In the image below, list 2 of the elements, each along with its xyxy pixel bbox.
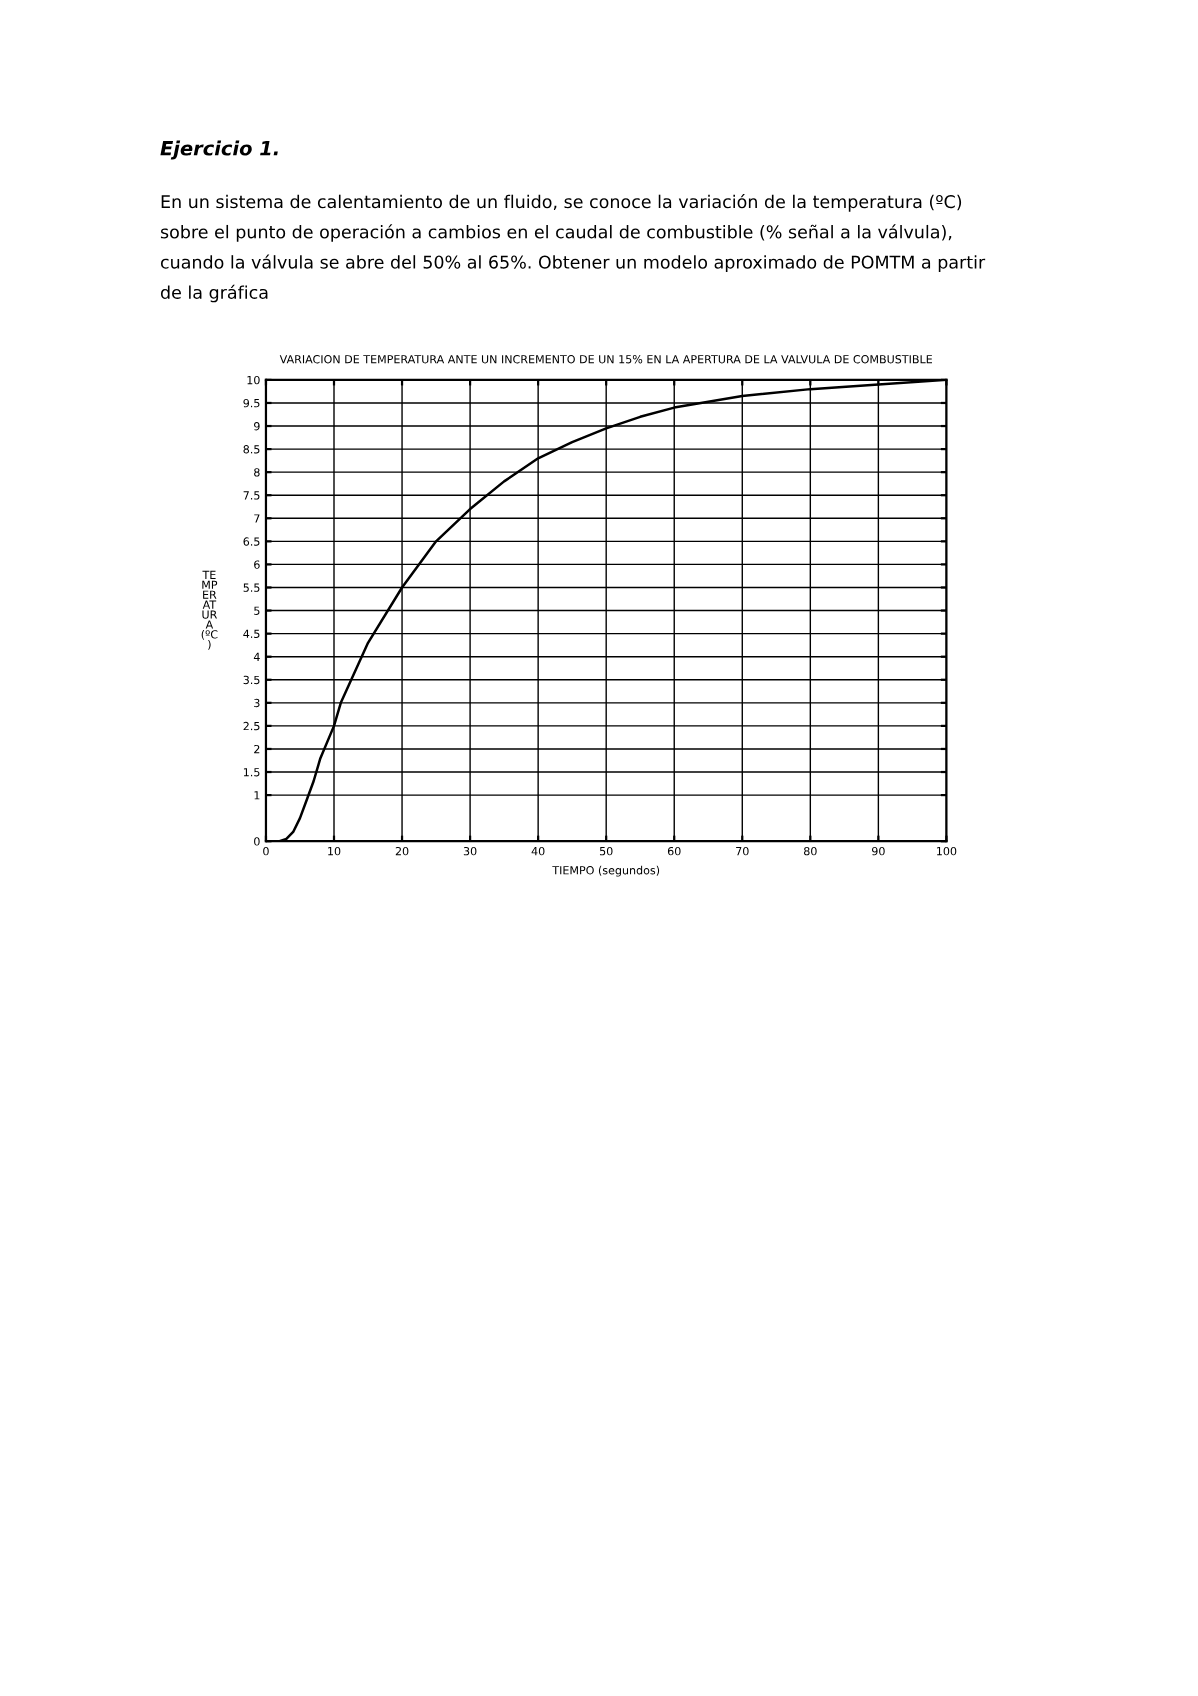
text: En un sistema de calentamiento de un fluido, se conoce la variación de la temperatura (ºC) sobre el punto de operación a cambios en el caudal de combustible (% señal a la válvula), cuando la válvula se abre del 50% al 65%. Obtener un modelo aproximado de POMTM a partir de la gráfica	[160, 194, 986, 303]
text: Ejercicio 1.	[160, 140, 278, 160]
